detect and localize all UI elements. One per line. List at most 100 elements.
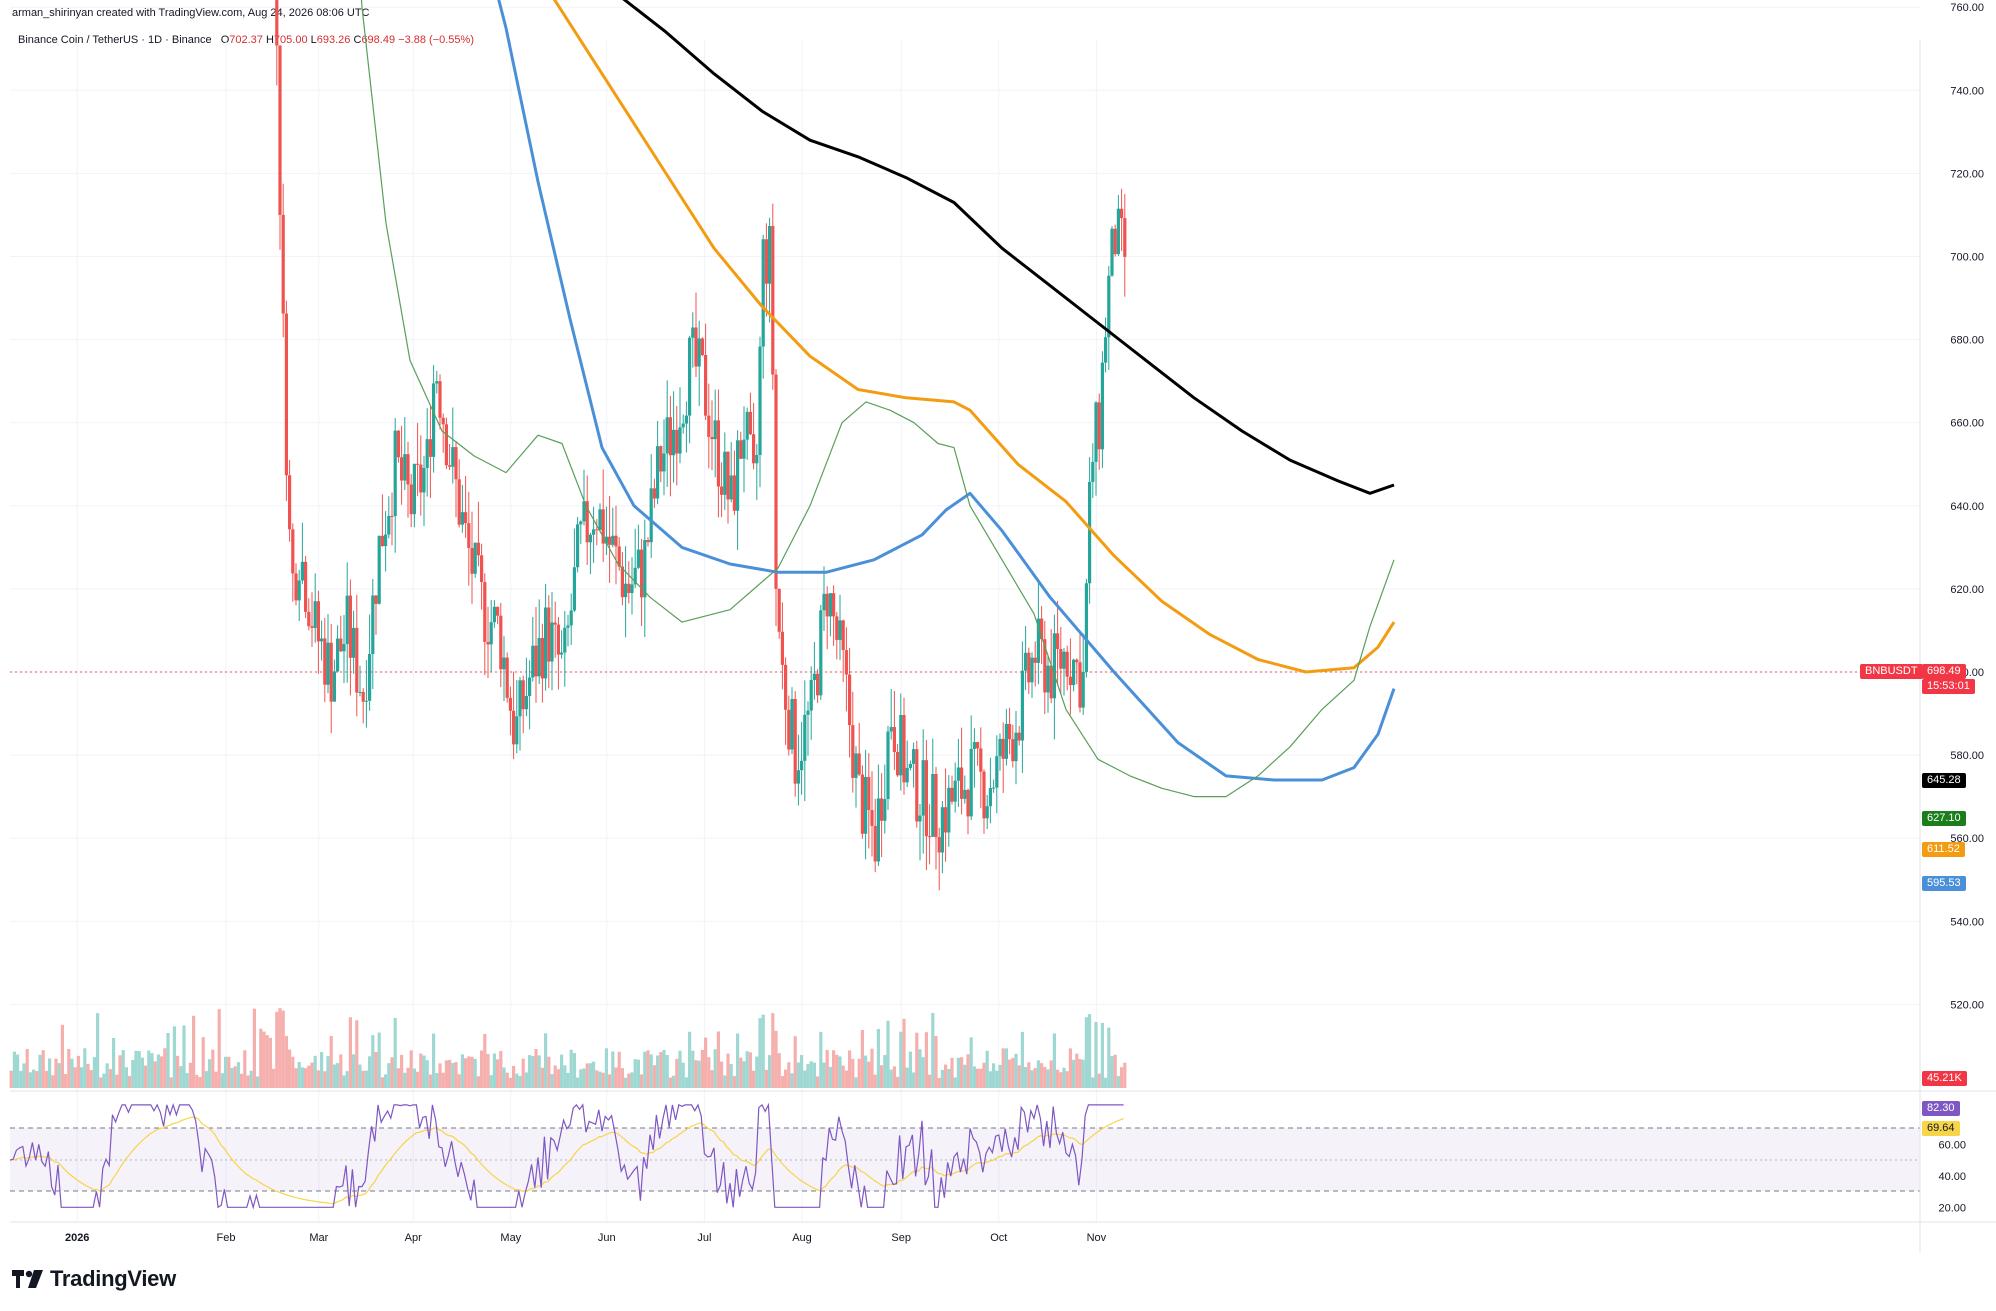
volume-bar [518,1075,522,1088]
rsi-ma-value-tag: 69.64 [1922,1121,1960,1136]
volume-bar [256,1076,260,1088]
volume-bar [19,1070,23,1088]
candle-body [643,540,647,598]
candle-body [1020,670,1024,741]
candle-body [537,637,541,677]
chart-credit: arman_shirinyan created with TradingView… [12,7,370,19]
volume-bar [211,1049,215,1088]
volume-bar [355,1020,359,1088]
candle-body [899,715,903,776]
candle-body [563,627,567,653]
candle-body [496,606,500,616]
price-axis[interactable]: 1,000.00980.00960.00940.00920.00900.0088… [1938,0,1984,1214]
candle-body [1004,723,1008,759]
tradingview-brand[interactable]: TradingView [12,1266,176,1292]
volume-bar [492,1053,496,1088]
candle-body [1113,228,1117,255]
volume-bar [528,1055,532,1088]
volume-bar [288,1049,292,1088]
candle-body [345,595,349,645]
volume-bar [896,1076,900,1088]
candle-body [1059,649,1063,669]
volume-bar [816,1076,820,1088]
volume-bar [28,1072,32,1088]
countdown-tag: 15:53:01 [1922,679,1975,694]
candle-body [579,521,583,525]
volume-bar [908,1051,912,1088]
time-axis[interactable]: 2026 Feb Mar Apr May Jun Jul Aug Sep Oct Nov [65,1232,1107,1244]
volume-bar [774,1030,778,1088]
candle-body [729,475,733,500]
volume-bar [406,1067,410,1088]
candle-body [694,327,698,367]
volume-bar [1072,1059,1076,1088]
volume-bar [931,1012,935,1088]
volume-bar [201,1037,205,1088]
volume-bar [873,1074,877,1088]
candle-body [889,727,893,732]
candle-body [822,593,826,611]
volume-bar [681,1062,685,1088]
volume-bar [220,1073,224,1088]
volume-bar [499,1050,503,1088]
volume-bar [1011,1057,1015,1088]
candle-body [332,671,336,702]
candle-body [1024,652,1028,671]
candle-body [739,440,743,459]
volume-bar [966,1054,970,1088]
volume-bar [582,1068,586,1088]
volume-bar [403,1072,407,1088]
volume-bar [956,1057,960,1088]
volume-bar [464,1058,468,1088]
volume-bar [688,1031,692,1088]
candle-body [390,515,394,517]
candle-body [713,420,717,440]
volume-bar [150,1053,154,1088]
volume-bar [704,1037,708,1088]
candle-body [384,534,388,547]
candle-body [585,501,589,543]
candle-body [787,709,791,750]
time-tick-label: Jul [697,1232,711,1244]
volume-bar [851,1058,855,1088]
volume-bar [128,1075,132,1088]
candle-body [656,446,660,499]
volume-bar [656,1055,660,1088]
candle-body [617,546,621,567]
candle-body [873,825,877,862]
volume-bar [700,1049,704,1088]
candle-body [323,638,327,685]
volume-bar [924,1032,928,1088]
volume-bar [35,1071,39,1088]
ma-line-ma-blue [497,0,1396,782]
candle-body [1008,723,1012,740]
volume-bar [48,1058,52,1088]
candle-body [544,607,548,679]
symbol-legend[interactable]: Binance Coin / TetherUS · 1D · Binance O… [18,34,474,46]
candle-body [294,573,298,601]
candle-body [540,637,544,679]
candle-body [1056,633,1060,650]
candle-body [313,601,317,628]
volume-bar [396,1068,400,1088]
volume-bar [1065,1071,1069,1088]
volume-bar [316,1070,320,1088]
candle-body [1062,651,1066,669]
candle-body [681,423,685,428]
volume-bar [99,1077,103,1088]
candle-body [284,313,288,476]
candle-body [492,606,496,623]
close-label: C [353,34,362,46]
volume-bar [534,1048,538,1088]
volume-bar [1084,1017,1088,1088]
volume-bar [892,1066,896,1088]
candle-body [832,593,836,617]
rsi-line [9,1102,1124,1210]
ma-green-price-tag: 627.10 [1922,811,1966,826]
volume-bar [371,1035,375,1088]
volume-bar [320,1052,324,1088]
candle-body [953,780,957,802]
volume-bar [1040,1063,1044,1088]
candle-body [892,727,896,752]
